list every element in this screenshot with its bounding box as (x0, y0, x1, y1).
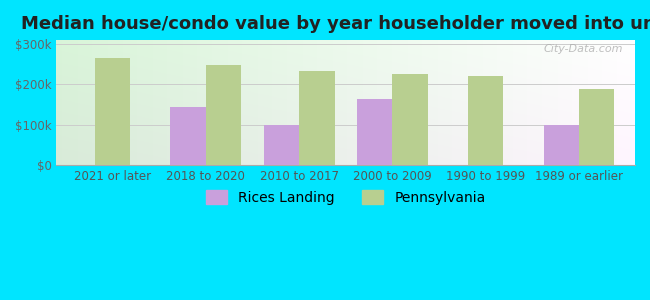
Title: Median house/condo value by year householder moved into unit: Median house/condo value by year househo… (21, 15, 650, 33)
Bar (206, 65, 241, 165)
Bar (264, 125, 299, 165)
Bar (543, 125, 579, 165)
Bar (299, 71, 335, 165)
Bar (95, 58, 130, 165)
Bar (393, 74, 428, 165)
Legend: Rices Landing, Pennsylvania: Rices Landing, Pennsylvania (200, 184, 491, 210)
Bar (579, 89, 614, 165)
Bar (357, 99, 393, 165)
Text: City-Data.com: City-Data.com (544, 44, 623, 54)
Bar (468, 76, 504, 165)
Bar (170, 106, 206, 165)
